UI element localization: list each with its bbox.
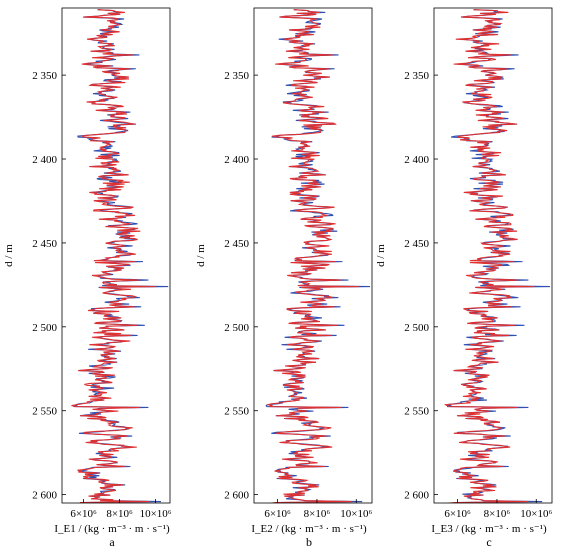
y-tick-label: 2 550 bbox=[32, 406, 57, 418]
y-tick-label: 2 400 bbox=[32, 154, 57, 166]
y-tick-label: 2 500 bbox=[224, 322, 249, 334]
y-tick-label: 2 500 bbox=[404, 322, 429, 334]
plot-frame bbox=[253, 7, 373, 504]
y-tick-label: 2 600 bbox=[404, 490, 429, 502]
x-tick-label: 10×10⁶ bbox=[140, 508, 172, 520]
x-tick-label: 8×10⁶ bbox=[304, 508, 331, 520]
x-tick-label: 8×10⁶ bbox=[484, 508, 511, 520]
x-tick-label: 6×10⁶ bbox=[264, 508, 291, 520]
x-axis-label: I_E1 / (kg · m⁻³ · m · s⁻¹) bbox=[54, 523, 170, 535]
y-tick-label: 2 600 bbox=[224, 490, 249, 502]
x-tick-label: 10×10⁶ bbox=[520, 508, 552, 520]
y-axis-label: d / m bbox=[3, 244, 15, 267]
plot-frame bbox=[61, 7, 171, 504]
y-tick-label: 2 450 bbox=[32, 238, 57, 250]
x-axis-label: I_E3 / (kg · m⁻³ · m · s⁻¹) bbox=[431, 523, 547, 535]
x-tick-label: 6×10⁶ bbox=[70, 508, 97, 520]
series-line-2 bbox=[71, 9, 156, 503]
y-axis-label: d / m bbox=[375, 244, 387, 267]
y-tick-label: 2 450 bbox=[224, 238, 249, 250]
x-tick-label: 10×10⁶ bbox=[340, 508, 372, 520]
y-tick-label: 2 350 bbox=[224, 70, 249, 82]
plot-frame bbox=[433, 7, 553, 504]
y-tick-label: 2 550 bbox=[404, 406, 429, 418]
y-tick-label: 2 450 bbox=[404, 238, 429, 250]
series-line-2 bbox=[443, 9, 535, 503]
y-tick-label: 2 350 bbox=[404, 70, 429, 82]
y-tick-label: 2 600 bbox=[32, 490, 57, 502]
panel-label-b: b bbox=[306, 535, 312, 548]
y-tick-label: 2 500 bbox=[32, 322, 57, 334]
y-axis-label: d / m bbox=[195, 244, 207, 267]
y-tick-label: 2 400 bbox=[224, 154, 249, 166]
series-line-1 bbox=[445, 9, 551, 503]
y-tick-label: 2 400 bbox=[404, 154, 429, 166]
x-axis-label: I_E2 / (kg · m⁻³ · m · s⁻¹) bbox=[251, 523, 367, 535]
x-tick-label: 8×10⁶ bbox=[106, 508, 133, 520]
panel-label-c: c bbox=[486, 535, 491, 548]
x-tick-label: 6×10⁶ bbox=[444, 508, 471, 520]
panel-label-a: a bbox=[109, 535, 115, 548]
y-tick-label: 2 550 bbox=[224, 406, 249, 418]
series-line-2 bbox=[266, 9, 359, 503]
y-tick-label: 2 350 bbox=[32, 70, 57, 82]
